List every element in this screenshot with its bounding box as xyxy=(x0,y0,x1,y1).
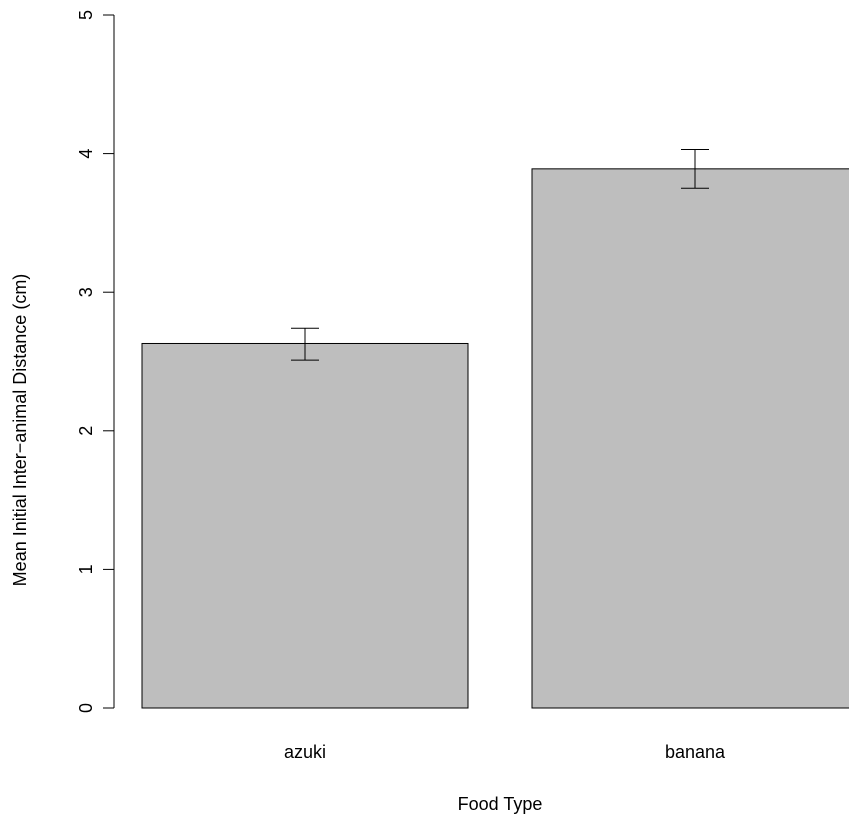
y-tick-label: 4 xyxy=(76,149,96,159)
y-tick-label: 0 xyxy=(76,703,96,713)
y-axis: 0 1 2 3 4 5 xyxy=(76,10,115,713)
x-tick-labels: azuki banana xyxy=(284,742,726,762)
x-tick-label-banana: banana xyxy=(665,742,726,762)
error-bars-group xyxy=(291,148,709,361)
y-tick-label: 2 xyxy=(76,426,96,436)
bar-banana xyxy=(531,168,849,709)
y-tick-label: 1 xyxy=(76,564,96,574)
y-axis-label: Mean Initial Inter−animal Distance (cm) xyxy=(10,274,30,587)
error-bar-banana xyxy=(681,148,709,189)
y-tick-label: 5 xyxy=(76,10,96,20)
bar-azuki xyxy=(141,342,469,709)
error-bar-azuki xyxy=(291,327,319,361)
x-axis-label: Food Type xyxy=(458,794,543,814)
x-tick-label-azuki: azuki xyxy=(284,742,326,762)
bars-group xyxy=(141,168,849,709)
y-tick-label: 3 xyxy=(76,287,96,297)
